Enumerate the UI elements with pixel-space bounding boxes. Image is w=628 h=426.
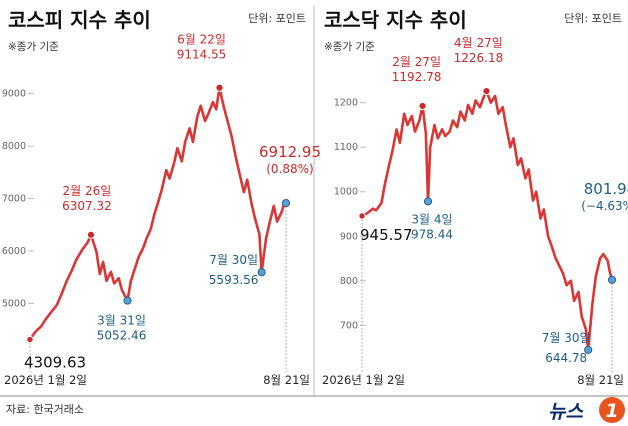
- kosdaq-low-marker: [584, 345, 593, 354]
- kospi-y-tick-label: 5000: [2, 298, 26, 309]
- kosdaq-x-start-label: 2026년 1월 2일: [322, 373, 405, 387]
- kospi-low-marker: [257, 268, 266, 277]
- kospi-y-tick-label: 8000: [2, 141, 26, 152]
- kosdaq-start-marker: [358, 212, 366, 220]
- kosdaq-y-tick-label: 800: [340, 276, 358, 287]
- kospi-y-tick-label: 7000: [2, 194, 26, 205]
- kospi-unit: 단위: 포인트: [248, 12, 306, 25]
- news1-logo: 뉴스 1: [548, 397, 625, 423]
- kosdaq-low-value-label: 644.78: [545, 351, 587, 365]
- kosdaq-low-date-label: 7월 30일: [542, 331, 591, 345]
- kospi-plot: 5000 6000 7000 8000 9000 4309.63 2월 26일6307.32…: [2, 33, 321, 372]
- kospi-end-change-label: (0.88%): [266, 162, 313, 176]
- logo-badge-text: 1: [605, 400, 618, 422]
- kosdaq-high-marker: [482, 86, 491, 96]
- kospi-low-marker: [123, 296, 132, 305]
- kosdaq-note: ※종가 기준: [324, 41, 375, 53]
- kosdaq-low-date-label: 3월 4일: [411, 212, 452, 226]
- kospi-high-date-label: 6월 22일: [177, 33, 226, 47]
- kosdaq-start-value-label: 945.57: [360, 226, 413, 244]
- kospi-start-value-label: 4309.63: [24, 353, 86, 371]
- kosdaq-x-end-label: 8월 21일: [577, 373, 624, 387]
- kosdaq-high-date-label: 2월 27일: [392, 55, 441, 69]
- kospi-low-value-label: 5593.56: [209, 273, 259, 287]
- kosdaq-y-tick-label: 1100: [334, 142, 358, 153]
- kosdaq-end-change-label: (−4.63%): [581, 199, 628, 213]
- kosdaq-low-marker: [423, 197, 433, 206]
- kosdaq-unit: 단위: 포인트: [564, 12, 622, 25]
- kosdaq-high-date-label: 4월 27일: [454, 36, 503, 50]
- kosdaq-low-value-label: 978.44: [411, 227, 453, 241]
- kospi-high-marker: [215, 83, 224, 92]
- kospi-x-end-label: 8월 21일: [263, 373, 310, 387]
- kospi-low-date-label: 7월 30일: [209, 253, 258, 267]
- kospi-series-line: [28, 86, 288, 341]
- kospi-high-marker: [86, 230, 96, 239]
- kospi-high-date-label: 2월 26일: [63, 184, 112, 198]
- kospi-high-value-label: 6307.32: [62, 199, 112, 213]
- kosdaq-end-value-label: 801.94: [584, 180, 628, 198]
- kospi-high-value-label: 9114.55: [177, 48, 227, 62]
- source-text: 자료: 한국거래소: [6, 403, 84, 416]
- kospi-end-value-label: 6912.95: [259, 143, 321, 161]
- kosdaq-y-tick-label: 700: [340, 320, 358, 331]
- kospi-note: ※종가 기준: [8, 41, 59, 53]
- kospi-y-tick-label: 9000: [2, 89, 26, 100]
- logo-badge-icon: 1: [599, 397, 625, 423]
- kospi-y-tick-label: 6000: [2, 246, 26, 257]
- kosdaq-y-tick-label: 900: [340, 231, 358, 242]
- kosdaq-title: 코스닥 지수 추이: [324, 8, 467, 32]
- kosdaq-y-tick-label: 1000: [334, 187, 358, 198]
- kospi-title: 코스피 지수 추이: [8, 8, 151, 32]
- kosdaq-y-tick-label: 1200: [334, 98, 358, 109]
- kosdaq-high-value-label: 1192.78: [392, 70, 442, 84]
- kosdaq-plot: 700 800 900 1000 1100 1200 945.57 2월 27일1192.78…: [334, 36, 628, 372]
- kospi-start-marker: [26, 335, 34, 344]
- kospi-low-value-label: 5052.46: [97, 329, 147, 343]
- kosdaq-series-line: [360, 89, 614, 352]
- kosdaq-end-marker: [607, 275, 617, 285]
- logo-text: 뉴스: [548, 401, 584, 423]
- kospi-end-marker: [281, 198, 291, 208]
- kospi-x-start-label: 2026년 1월 2일: [4, 373, 87, 387]
- kosdaq-high-marker: [418, 101, 427, 111]
- kospi-low-date-label: 3월 31일: [97, 314, 146, 328]
- kosdaq-high-value-label: 1226.18: [454, 51, 504, 65]
